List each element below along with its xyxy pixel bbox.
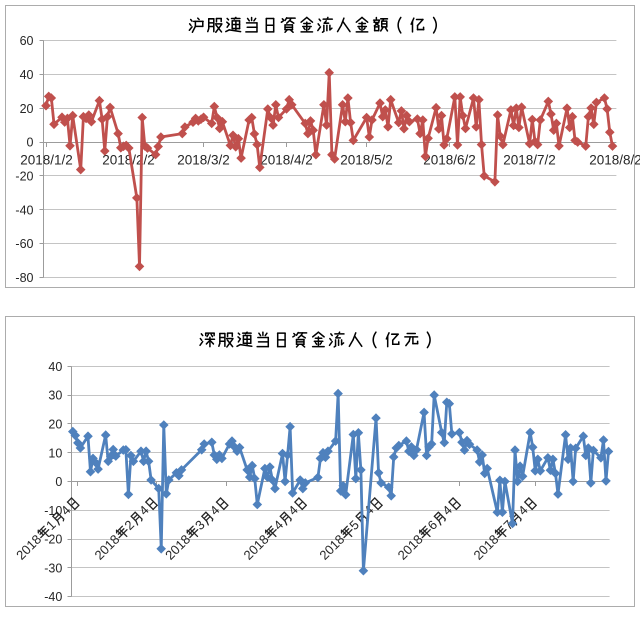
svg-text:2018/6/2: 2018/6/2 xyxy=(423,153,476,168)
svg-text:2018/1/2: 2018/1/2 xyxy=(20,153,73,168)
svg-text:0: 0 xyxy=(27,136,34,150)
svg-text:-10: -10 xyxy=(44,504,62,518)
svg-text:-60: -60 xyxy=(15,237,33,251)
svg-text:2018/5/2: 2018/5/2 xyxy=(340,153,393,168)
svg-text:20: 20 xyxy=(48,418,62,432)
svg-text:-20: -20 xyxy=(15,170,33,184)
svg-text:-80: -80 xyxy=(15,271,33,285)
svg-text:2018/7/2: 2018/7/2 xyxy=(503,153,556,168)
svg-text:20: 20 xyxy=(20,102,34,116)
svg-text:40: 40 xyxy=(20,68,34,82)
svg-text:2018/4/2: 2018/4/2 xyxy=(260,153,313,168)
svg-text:40: 40 xyxy=(48,360,62,374)
svg-text:-30: -30 xyxy=(44,561,62,575)
svg-text:-40: -40 xyxy=(15,203,33,217)
svg-text:30: 30 xyxy=(48,389,62,403)
svg-text:-40: -40 xyxy=(44,590,62,604)
svg-text:2018/3/2: 2018/3/2 xyxy=(177,153,230,168)
svg-text:60: 60 xyxy=(20,34,34,48)
svg-text:2018/2/2: 2018/2/2 xyxy=(102,153,155,168)
svg-text:2018/8/2: 2018/8/2 xyxy=(589,153,640,168)
svg-text:10: 10 xyxy=(48,446,62,460)
svg-text:0: 0 xyxy=(55,475,62,489)
